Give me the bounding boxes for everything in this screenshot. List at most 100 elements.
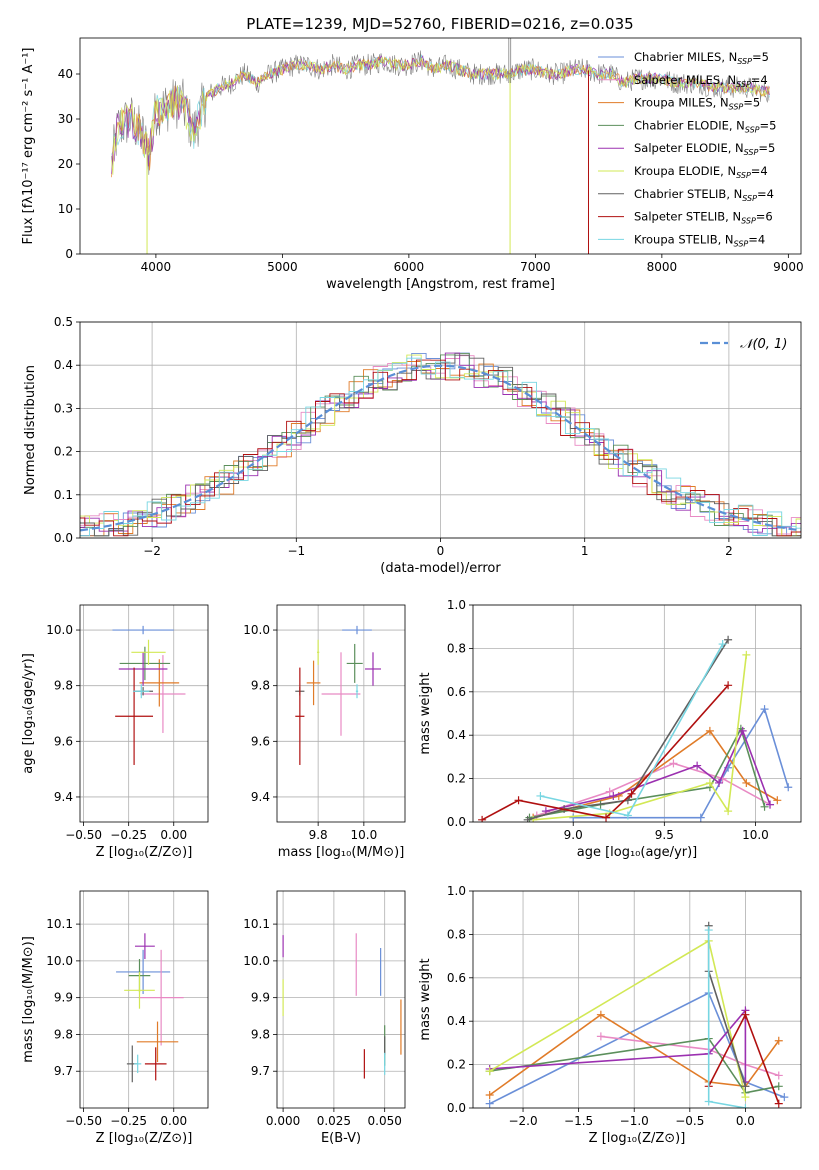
legend-entry: Kroupa STELIB, NSSP=4 (634, 232, 765, 248)
weight-marker (741, 1104, 750, 1108)
y-tick-label: 0.4 (447, 1014, 466, 1028)
histogram-step (80, 361, 801, 537)
weight-line (545, 728, 771, 812)
weight-line (573, 707, 789, 819)
y-tick-label: 9.4 (54, 790, 73, 804)
weight-marker (773, 796, 782, 805)
weight-marker (742, 778, 751, 787)
x-tick-label: −0.50 (65, 1114, 102, 1128)
x-tick-label: −2 (143, 544, 161, 558)
y-axis-label: mass [log₁₀(M/M⊙)] (21, 936, 36, 1063)
x-tick-label: −1.5 (564, 1114, 593, 1128)
histogram-step (80, 357, 801, 537)
legend-entry: Chabrier MILES, NSSP=5 (634, 50, 769, 66)
y-tick-label: 0.4 (54, 358, 73, 372)
x-tick-label: 9.0 (564, 828, 583, 842)
legend-entry-value: =4 (757, 187, 774, 201)
legend-entry-sub: SSP (744, 148, 759, 157)
x-tick-label: 7000 (520, 260, 551, 274)
normal-curve (80, 364, 801, 532)
age-vs-Z-panel: −0.50 −0.25 0.00 9.4 9.6 9.8 10.0 Z [log₁₀(Z/Z⊙… (21, 604, 209, 860)
histogram-step (80, 354, 801, 537)
y-tick-label: 0.4 (447, 728, 466, 742)
x-tick-label: −0.25 (110, 1114, 147, 1128)
x-axis-label: Z [log₁₀(Z/Z⊙)] (96, 1131, 193, 1146)
x-tick-label: 5000 (267, 260, 298, 274)
model-fit-line (111, 55, 770, 175)
weight-marker (780, 1093, 789, 1102)
legend-entry-sub: SSP (734, 239, 749, 248)
y-tick-label: 1.0 (447, 598, 466, 612)
x-tick-label: 0.000 (266, 1114, 300, 1128)
x-tick-label: 9.8 (309, 828, 328, 842)
weight-marker (741, 1082, 750, 1091)
weight-marker (669, 759, 678, 768)
legend-entry-name: Kroupa MILES, N (634, 96, 729, 110)
y-tick-label: 0.0 (447, 815, 466, 829)
errorbars (116, 933, 184, 1083)
legend-entry-name: Chabrier STELIB, N (634, 187, 742, 201)
x-tick-label: −2.0 (508, 1114, 537, 1128)
weight-marker (485, 1067, 494, 1076)
figure-title: PLATE=1239, MJD=52760, FIBERID=0216, z=0… (246, 15, 633, 33)
weight-marker (784, 783, 793, 792)
weight-marker (602, 813, 611, 822)
y-tick-label: 10.0 (243, 623, 270, 637)
errorbars (282, 933, 402, 1079)
y-tick-label: 9.8 (251, 1027, 270, 1041)
spectrum-panel: 4000 5000 6000 7000 8000 9000 0 10 20 30 40 wavelen… (21, 37, 804, 292)
x-tick-label: −0.5 (675, 1114, 704, 1128)
weight-marker (774, 1071, 783, 1080)
weight-marker (478, 815, 487, 822)
legend-entry: Kroupa MILES, NSSP=5 (634, 96, 760, 112)
weight-marker (523, 815, 532, 822)
y-tick-label: 0.0 (54, 531, 73, 545)
y-tick-label: 10.0 (46, 954, 73, 968)
legend-entry-value: =5 (752, 50, 769, 64)
weight-marker (774, 1099, 783, 1108)
legend-entry-value: =4 (748, 232, 765, 246)
spectrum-lines (111, 38, 770, 254)
y-axis-label: Flux [fλ10⁻¹⁷ erg cm⁻² s⁻¹ A⁻¹] (21, 48, 36, 245)
weight-lines (485, 921, 789, 1108)
legend-entry: Kroupa ELODIE, NSSP=4 (634, 164, 768, 180)
age-vs-mass-panel: 9.8 10.0 9.4 9.6 9.8 10.0 mass [log₁₀(M/M⊙)] (243, 604, 406, 860)
x-tick-label: 2 (725, 544, 733, 558)
x-tick-label: 0.050 (368, 1114, 402, 1128)
errorbars (295, 625, 381, 765)
y-tick-label: 30 (58, 112, 73, 126)
weight-marker (715, 778, 723, 787)
weight-marker (724, 807, 733, 816)
weight-line (489, 939, 747, 1098)
weight-vs-age-panel: 9.0 9.5 10.0 0.0 0.2 0.4 0.6 0.8 1.0 age [log₁₀(a… (418, 598, 802, 860)
weight-vs-Z-panel: −2.0 −1.5 −1.0 −0.5 0.0 0.0 0.2 0.4 0.6 0.8 1.0 Z [… (418, 884, 802, 1146)
legend-entry-name: Kroupa STELIB, N (634, 232, 734, 246)
legend-entry-sub: SSP (736, 80, 751, 89)
axes-frame (276, 604, 406, 823)
legend-entry: Salpeter STELIB, NSSP=6 (634, 210, 773, 226)
x-tick-label: 0.025 (317, 1114, 351, 1128)
x-axis-label: Z [log₁₀(Z/Z⊙)] (96, 845, 193, 860)
weight-marker (696, 813, 705, 822)
weight-marker (704, 1097, 713, 1106)
weight-marker (774, 1036, 783, 1045)
y-tick-label: 9.4 (251, 790, 270, 804)
legend-entry-name: Kroupa ELODIE, N (634, 164, 736, 178)
y-tick-label: 9.8 (251, 679, 270, 693)
legend-entry: 𝒩(0, 1) (740, 337, 787, 352)
weight-marker (609, 791, 618, 800)
y-tick-label: 0.8 (447, 927, 466, 941)
axes-frame (79, 890, 209, 1109)
y-tick-label: 9.7 (251, 1064, 270, 1078)
y-tick-label: 9.9 (251, 991, 270, 1005)
mass-vs-Z-panel: −0.50 −0.25 0.00 9.7 9.8 9.9 10.0 10.1 Z [log₁₀(… (21, 890, 209, 1146)
y-tick-label: 0 (65, 247, 73, 261)
legend-entry-name: Salpeter ELODIE, N (634, 141, 744, 155)
x-tick-label: 0 (437, 544, 445, 558)
weight-marker (605, 787, 614, 796)
weight-marker (718, 640, 727, 649)
y-tick-label: 0.6 (447, 685, 466, 699)
y-tick-label: 0.2 (447, 772, 466, 786)
legend-entry-value: =4 (751, 73, 768, 87)
